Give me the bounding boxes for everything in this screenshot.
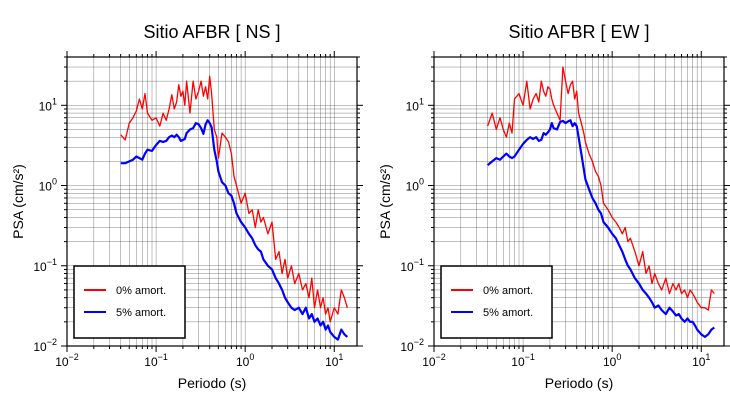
- x-tick-label-exponent: −2: [69, 352, 79, 362]
- y-tick-label-exponent: 1: [419, 96, 424, 106]
- x-tick-label: 10−2: [422, 352, 446, 369]
- chart-title: Sitio AFBR [ NS ]: [143, 22, 280, 42]
- y-tick-label-exponent: −1: [414, 257, 424, 267]
- series-line-5pct: [486, 119, 715, 338]
- x-tick-label-exponent: −1: [525, 352, 535, 362]
- legend: 0% amort. 5% amort.: [440, 265, 553, 339]
- y-tick-label: 101: [39, 96, 57, 113]
- legend: 0% amort. 5% amort.: [73, 265, 186, 339]
- y-tick-label-exponent: −1: [47, 257, 57, 267]
- legend-box: [73, 265, 186, 339]
- y-tick-label-exponent: 0: [52, 177, 57, 187]
- x-tick-label: 10−1: [144, 352, 168, 369]
- x-tick-label-exponent: −2: [436, 352, 446, 362]
- y-axis-label: PSA (cm/s²): [377, 164, 393, 239]
- y-tick-label-exponent: −2: [414, 337, 424, 347]
- y-tick-label: 10−2: [400, 337, 424, 354]
- y-tick-label: 10−2: [33, 337, 57, 354]
- y-tick-label: 100: [406, 177, 424, 194]
- legend-label: 0% amort.: [483, 285, 533, 297]
- y-tick-label-exponent: −2: [47, 337, 57, 347]
- x-axis-label: Periodo (s): [178, 375, 246, 391]
- y-tick-label: 10−1: [400, 257, 424, 274]
- x-tick-label: 101: [325, 352, 343, 369]
- y-tick-label-exponent: 0: [419, 177, 424, 187]
- chart-title: Sitio AFBR [ EW ]: [508, 22, 649, 42]
- series-line-0pct: [120, 75, 348, 323]
- plot-frame: [66, 56, 358, 347]
- legend-box: [440, 265, 553, 339]
- x-axis-label: Periodo (s): [545, 375, 613, 391]
- plot-frame: [433, 56, 725, 347]
- legend-label: 5% amort.: [116, 307, 166, 319]
- x-tick-label: 100: [236, 352, 254, 369]
- x-tick-label-exponent: 0: [616, 352, 621, 362]
- x-tick-label: 10−2: [55, 352, 79, 369]
- x-tick-label: 100: [603, 352, 621, 369]
- y-tick-label: 101: [406, 96, 424, 113]
- series-line-0pct: [486, 66, 715, 311]
- x-tick-label-exponent: 1: [705, 352, 710, 362]
- x-tick-label: 101: [692, 352, 710, 369]
- y-axis-label: PSA (cm/s²): [10, 164, 26, 239]
- legend-label: 0% amort.: [116, 285, 166, 297]
- x-tick-label: 10−1: [511, 352, 535, 369]
- y-tick-label: 10−1: [33, 257, 57, 274]
- y-tick-label: 100: [39, 177, 57, 194]
- x-tick-label-exponent: 1: [338, 352, 343, 362]
- legend-label: 5% amort.: [483, 307, 533, 319]
- x-tick-label-exponent: −1: [158, 352, 168, 362]
- y-tick-label-exponent: 1: [52, 96, 57, 106]
- x-tick-label-exponent: 0: [249, 352, 254, 362]
- series-line-5pct: [120, 119, 349, 341]
